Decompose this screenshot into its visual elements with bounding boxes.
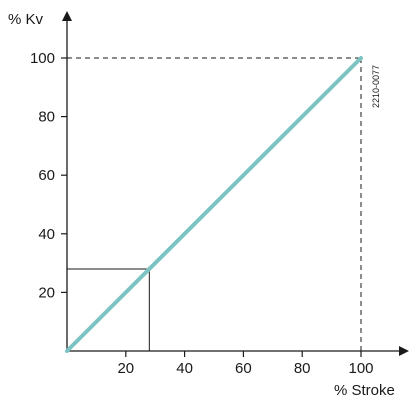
reference-lines [67, 57, 362, 351]
y-tick-label: 60 [38, 167, 55, 184]
series-group [65, 56, 363, 353]
x-tick-label: 80 [294, 360, 311, 377]
x-tick-label: 100 [348, 360, 373, 377]
tick-group: 20 40 60 80 100 20 40 60 80 100 [30, 50, 374, 377]
y-axis-label: % Kv [8, 11, 44, 28]
x-tick-label: 40 [176, 360, 193, 377]
y-tick-label: 20 [38, 284, 55, 301]
x-tick-label: 60 [235, 360, 252, 377]
y-tick-label: 80 [38, 109, 55, 126]
series-line [65, 56, 363, 353]
x-tick-label: 20 [117, 360, 134, 377]
y-tick-label: 100 [30, 50, 55, 67]
x-axis-label: % Stroke [334, 382, 395, 399]
y-tick-label: 40 [38, 226, 55, 243]
figure-code: 2210-0077 [371, 65, 381, 108]
